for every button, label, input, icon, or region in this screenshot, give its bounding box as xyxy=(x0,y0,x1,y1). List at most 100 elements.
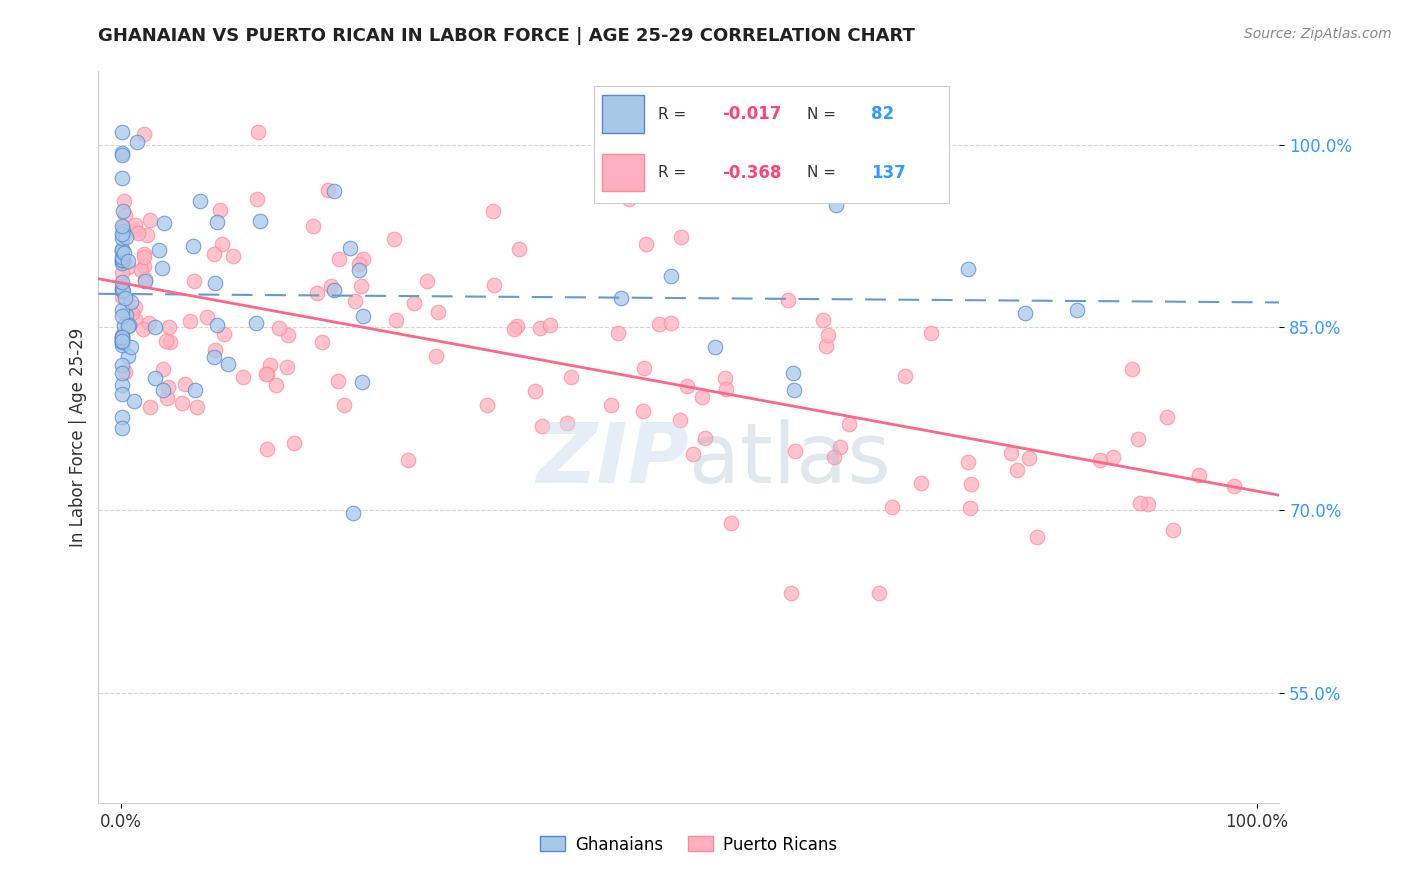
Puerto Ricans xyxy=(246,193,269,207)
Puerto Ricans xyxy=(124,218,146,232)
Puerto Ricans xyxy=(529,321,551,335)
Puerto Ricans xyxy=(305,286,328,301)
Puerto Ricans xyxy=(823,450,845,464)
Ghanaians xyxy=(610,291,633,305)
Ghanaians xyxy=(118,318,141,333)
Puerto Ricans xyxy=(508,242,530,256)
Puerto Ricans xyxy=(156,380,179,394)
Puerto Ricans xyxy=(659,316,682,330)
Puerto Ricans xyxy=(669,230,692,244)
Puerto Ricans xyxy=(720,516,742,531)
Puerto Ricans xyxy=(111,334,134,348)
Ghanaians xyxy=(111,253,134,268)
Puerto Ricans xyxy=(221,249,243,263)
Ghanaians xyxy=(661,268,683,283)
Ghanaians xyxy=(352,309,374,323)
Puerto Ricans xyxy=(1025,530,1047,544)
Puerto Ricans xyxy=(333,398,356,412)
Puerto Ricans xyxy=(195,310,218,324)
Puerto Ricans xyxy=(247,125,270,139)
Ghanaians xyxy=(143,371,166,385)
Puerto Ricans xyxy=(254,367,277,381)
Ghanaians xyxy=(111,387,134,401)
Puerto Ricans xyxy=(1126,432,1149,446)
Puerto Ricans xyxy=(211,237,233,252)
Puerto Ricans xyxy=(179,314,201,328)
Ghanaians xyxy=(111,227,134,241)
Puerto Ricans xyxy=(347,257,370,271)
Puerto Ricans xyxy=(714,371,737,385)
Ghanaians xyxy=(117,349,139,363)
Legend: Ghanaians, Puerto Ricans: Ghanaians, Puerto Ricans xyxy=(534,829,844,860)
Puerto Ricans xyxy=(276,360,298,375)
Puerto Ricans xyxy=(636,237,658,252)
Puerto Ricans xyxy=(172,396,194,410)
Puerto Ricans xyxy=(484,278,506,293)
Puerto Ricans xyxy=(127,227,149,241)
Ghanaians xyxy=(111,378,134,392)
Ghanaians xyxy=(134,273,156,287)
Puerto Ricans xyxy=(894,369,917,384)
Puerto Ricans xyxy=(114,365,136,379)
Puerto Ricans xyxy=(425,349,447,363)
Puerto Ricans xyxy=(352,252,374,267)
Y-axis label: In Labor Force | Age 25-29: In Labor Force | Age 25-29 xyxy=(69,327,87,547)
Ghanaians xyxy=(111,334,134,348)
Ghanaians xyxy=(111,366,134,380)
Puerto Ricans xyxy=(186,400,208,414)
Puerto Ricans xyxy=(267,321,290,335)
Ghanaians xyxy=(183,383,205,397)
Ghanaians xyxy=(349,263,371,277)
Puerto Ricans xyxy=(631,404,654,418)
Puerto Ricans xyxy=(416,274,439,288)
Ghanaians xyxy=(112,319,135,334)
Ghanaians xyxy=(152,383,174,397)
Puerto Ricans xyxy=(600,398,623,412)
Puerto Ricans xyxy=(132,322,155,336)
Ghanaians xyxy=(1066,303,1088,318)
Text: atlas: atlas xyxy=(689,418,890,500)
Puerto Ricans xyxy=(523,384,546,398)
Puerto Ricans xyxy=(277,327,299,342)
Ghanaians xyxy=(111,330,134,344)
Puerto Ricans xyxy=(111,290,134,304)
Ghanaians xyxy=(322,283,344,297)
Text: ZIP: ZIP xyxy=(536,418,689,500)
Puerto Ricans xyxy=(1128,496,1150,510)
Puerto Ricans xyxy=(920,326,942,341)
Puerto Ricans xyxy=(560,369,582,384)
Ghanaians xyxy=(323,185,346,199)
Ghanaians xyxy=(117,254,139,268)
Puerto Ricans xyxy=(159,319,181,334)
Ghanaians xyxy=(111,231,134,245)
Puerto Ricans xyxy=(633,360,655,375)
Puerto Ricans xyxy=(382,232,405,246)
Ghanaians xyxy=(111,275,134,289)
Ghanaians xyxy=(782,366,804,380)
Puerto Ricans xyxy=(648,317,671,331)
Puerto Ricans xyxy=(1223,479,1246,493)
Puerto Ricans xyxy=(619,192,641,206)
Puerto Ricans xyxy=(202,246,225,260)
Ghanaians xyxy=(111,253,134,268)
Ghanaians xyxy=(111,302,134,317)
Puerto Ricans xyxy=(910,475,932,490)
Ghanaians xyxy=(114,230,136,244)
Puerto Ricans xyxy=(344,293,367,308)
Puerto Ricans xyxy=(124,301,146,315)
Ghanaians xyxy=(787,161,810,176)
Puerto Ricans xyxy=(690,391,713,405)
Ghanaians xyxy=(120,295,142,310)
Puerto Ricans xyxy=(134,271,156,285)
Puerto Ricans xyxy=(264,377,287,392)
Puerto Ricans xyxy=(132,247,155,261)
Puerto Ricans xyxy=(124,312,146,326)
Puerto Ricans xyxy=(112,220,135,235)
Puerto Ricans xyxy=(1156,410,1178,425)
Puerto Ricans xyxy=(159,334,181,349)
Puerto Ricans xyxy=(214,327,236,342)
Puerto Ricans xyxy=(121,306,143,320)
Puerto Ricans xyxy=(606,326,628,340)
Ghanaians xyxy=(111,203,134,218)
Puerto Ricans xyxy=(838,417,860,431)
